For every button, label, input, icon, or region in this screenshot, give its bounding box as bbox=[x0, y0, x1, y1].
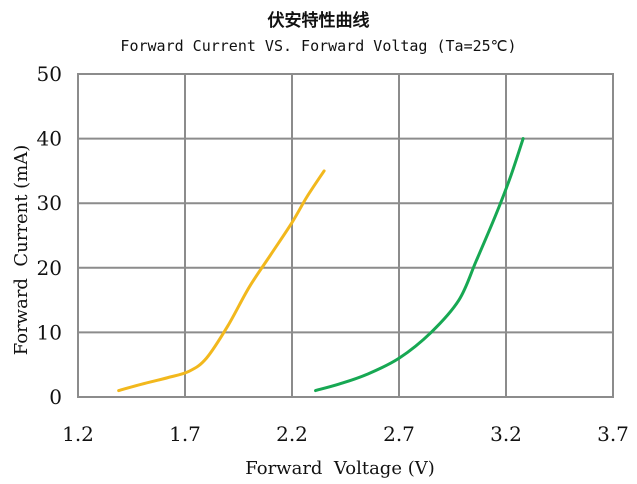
y-tick-label: 50 bbox=[37, 62, 62, 86]
y-tick-label: 40 bbox=[37, 127, 62, 151]
plot-frame bbox=[77, 73, 614, 398]
x-tick-label: 1.7 bbox=[169, 422, 201, 446]
x-tick-label: 2.2 bbox=[276, 422, 308, 446]
y-tick-label: 30 bbox=[37, 191, 62, 215]
tick-labels: 1.2 1.7 2.2 2.7 3.2 3.7 0 10 20 30 40 50 bbox=[37, 62, 629, 446]
x-axis-label: Forward Voltage (V) bbox=[245, 458, 435, 479]
grid bbox=[77, 73, 614, 398]
series-layer bbox=[117, 137, 525, 393]
chart-title: 伏安特性曲线 bbox=[268, 10, 370, 31]
x-tick-label: 2.7 bbox=[383, 422, 415, 446]
yellow-series-line bbox=[117, 169, 326, 393]
chart-subtitle: Forward Current VS. Forward Voltag (Ta=2… bbox=[120, 37, 516, 55]
green-series-line bbox=[314, 137, 525, 393]
y-axis-label: Forward Current (mA) bbox=[11, 145, 32, 356]
x-tick-label: 3.7 bbox=[597, 422, 629, 446]
x-tick-label: 1.2 bbox=[62, 422, 94, 446]
y-tick-label: 10 bbox=[37, 320, 62, 344]
y-tick-label: 20 bbox=[37, 256, 62, 280]
y-tick-label: 0 bbox=[49, 385, 62, 409]
x-tick-label: 3.2 bbox=[490, 422, 522, 446]
